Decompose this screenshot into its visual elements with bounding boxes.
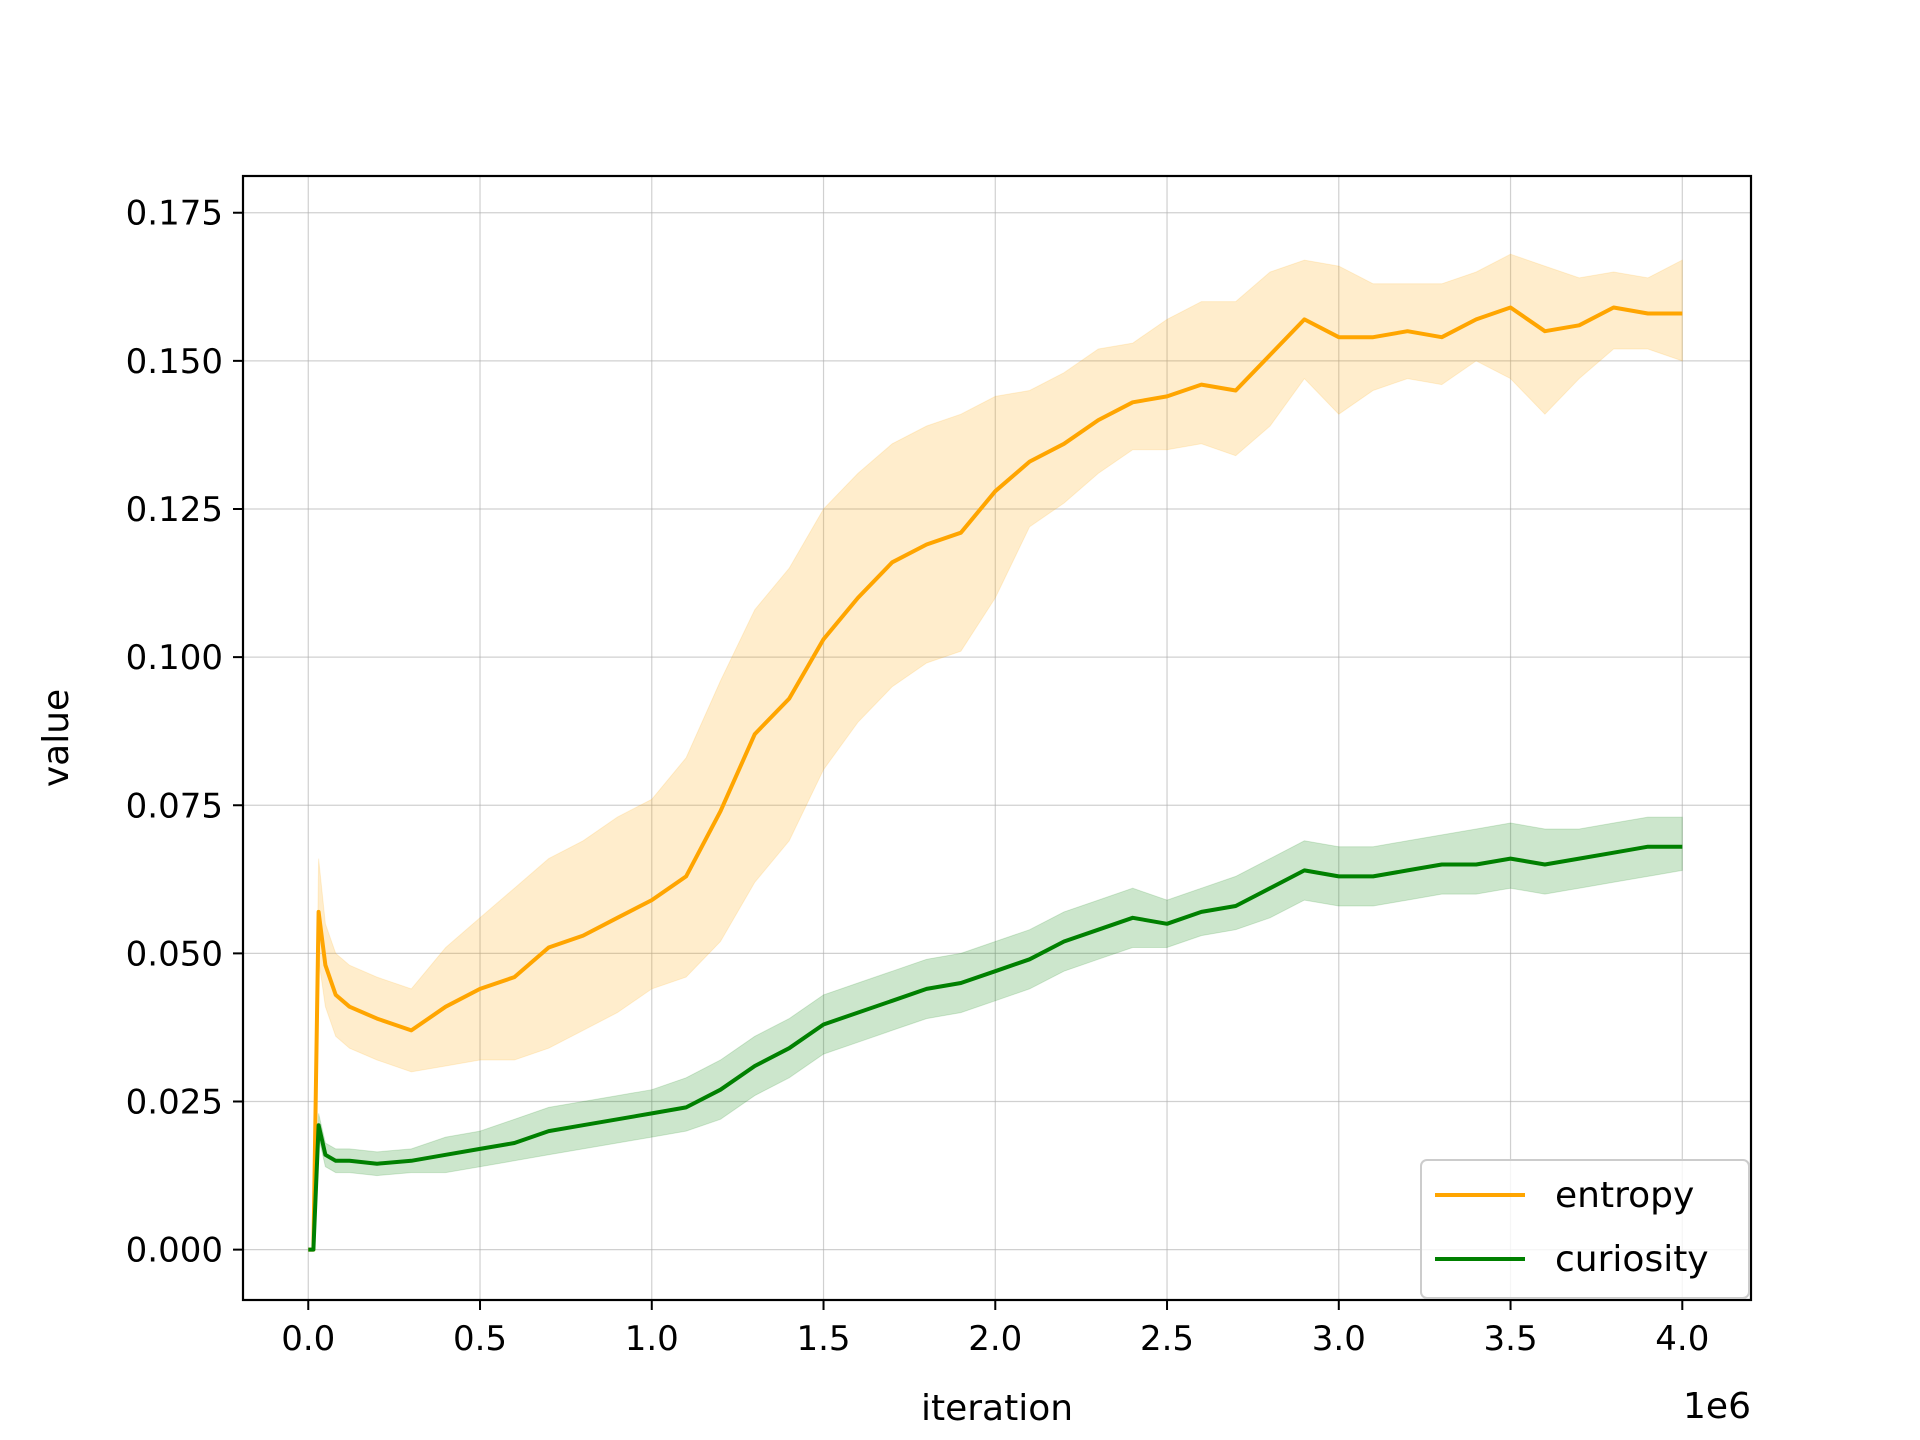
y-tick-label: 0.000 [126,1231,223,1271]
x-tick-label: 1.0 [625,1319,679,1359]
x-axis-label: iteration [921,1388,1073,1429]
confidence-bands [308,253,1683,1251]
series-lines [308,305,1683,1252]
x-tick-label: 2.5 [1140,1319,1194,1359]
y-tick-label: 0.075 [126,786,223,826]
y-tick-label: 0.050 [126,934,223,974]
y-tick-label: 0.150 [126,342,223,382]
y-tick-label: 0.100 [126,638,223,678]
y-tick-label: 0.125 [126,490,223,530]
legend-label-curiosity: curiosity [1555,1239,1709,1280]
series-line-entropy [308,305,1683,1252]
y-tick-label: 0.175 [126,194,223,234]
x-tick-label: 4.0 [1655,1319,1709,1359]
band-entropy [308,253,1683,1251]
x-tick-label: 3.0 [1312,1319,1366,1359]
legend: entropy curiosity [1420,1159,1750,1299]
x-axis-ticks: 0.0 0.5 1.0 1.5 2.0 2.5 3.0 3.5 4.0 [281,1300,1709,1359]
series-line-curiosity [308,844,1683,1252]
x-tick-label: 3.5 [1484,1319,1538,1359]
y-axis-ticks: 0.000 0.025 0.050 0.075 0.100 0.125 0.150 0.175 [126,194,243,1271]
y-tick-label: 0.025 [126,1083,223,1123]
x-axis-offset-label: 1e6 [1683,1386,1751,1427]
x-tick-label: 0.5 [453,1319,507,1359]
plot-frame [241,174,1753,1302]
x-tick-label: 0.0 [281,1319,335,1359]
band-curiosity [308,816,1683,1251]
legend-label-entropy: entropy [1555,1175,1694,1216]
y-axis-label: value [36,689,77,787]
x-tick-label: 1.5 [796,1319,850,1359]
x-tick-label: 2.0 [968,1319,1022,1359]
